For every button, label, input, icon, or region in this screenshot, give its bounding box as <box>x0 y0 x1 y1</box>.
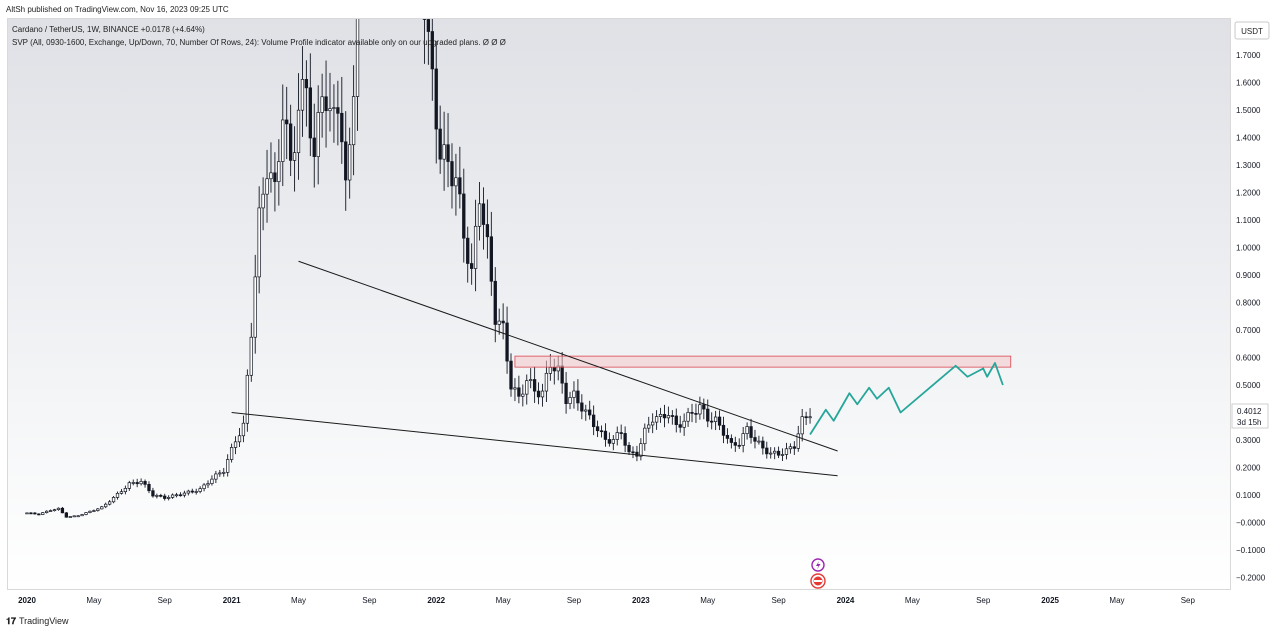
price-axis[interactable] <box>1231 18 1280 590</box>
symbol-legend[interactable]: Cardano / TetherUS, 1W, BINANCE +0.0178 … <box>12 25 205 34</box>
time-axis[interactable] <box>7 590 1231 612</box>
chart-pane[interactable] <box>7 18 1231 590</box>
brand-text: TradingView <box>19 616 69 626</box>
footer-brand: 𝟏𝟕 TradingView <box>6 616 69 627</box>
tradingview-logo-icon: 𝟏𝟕 <box>6 616 17 626</box>
publisher-bar: AltSh published on TradingView.com, Nov … <box>0 0 1280 18</box>
indicator-legend[interactable]: SVP (All, 0930-1600, Exchange, Up/Down, … <box>12 38 506 47</box>
publisher-text: AltSh published on TradingView.com, Nov … <box>6 5 229 14</box>
